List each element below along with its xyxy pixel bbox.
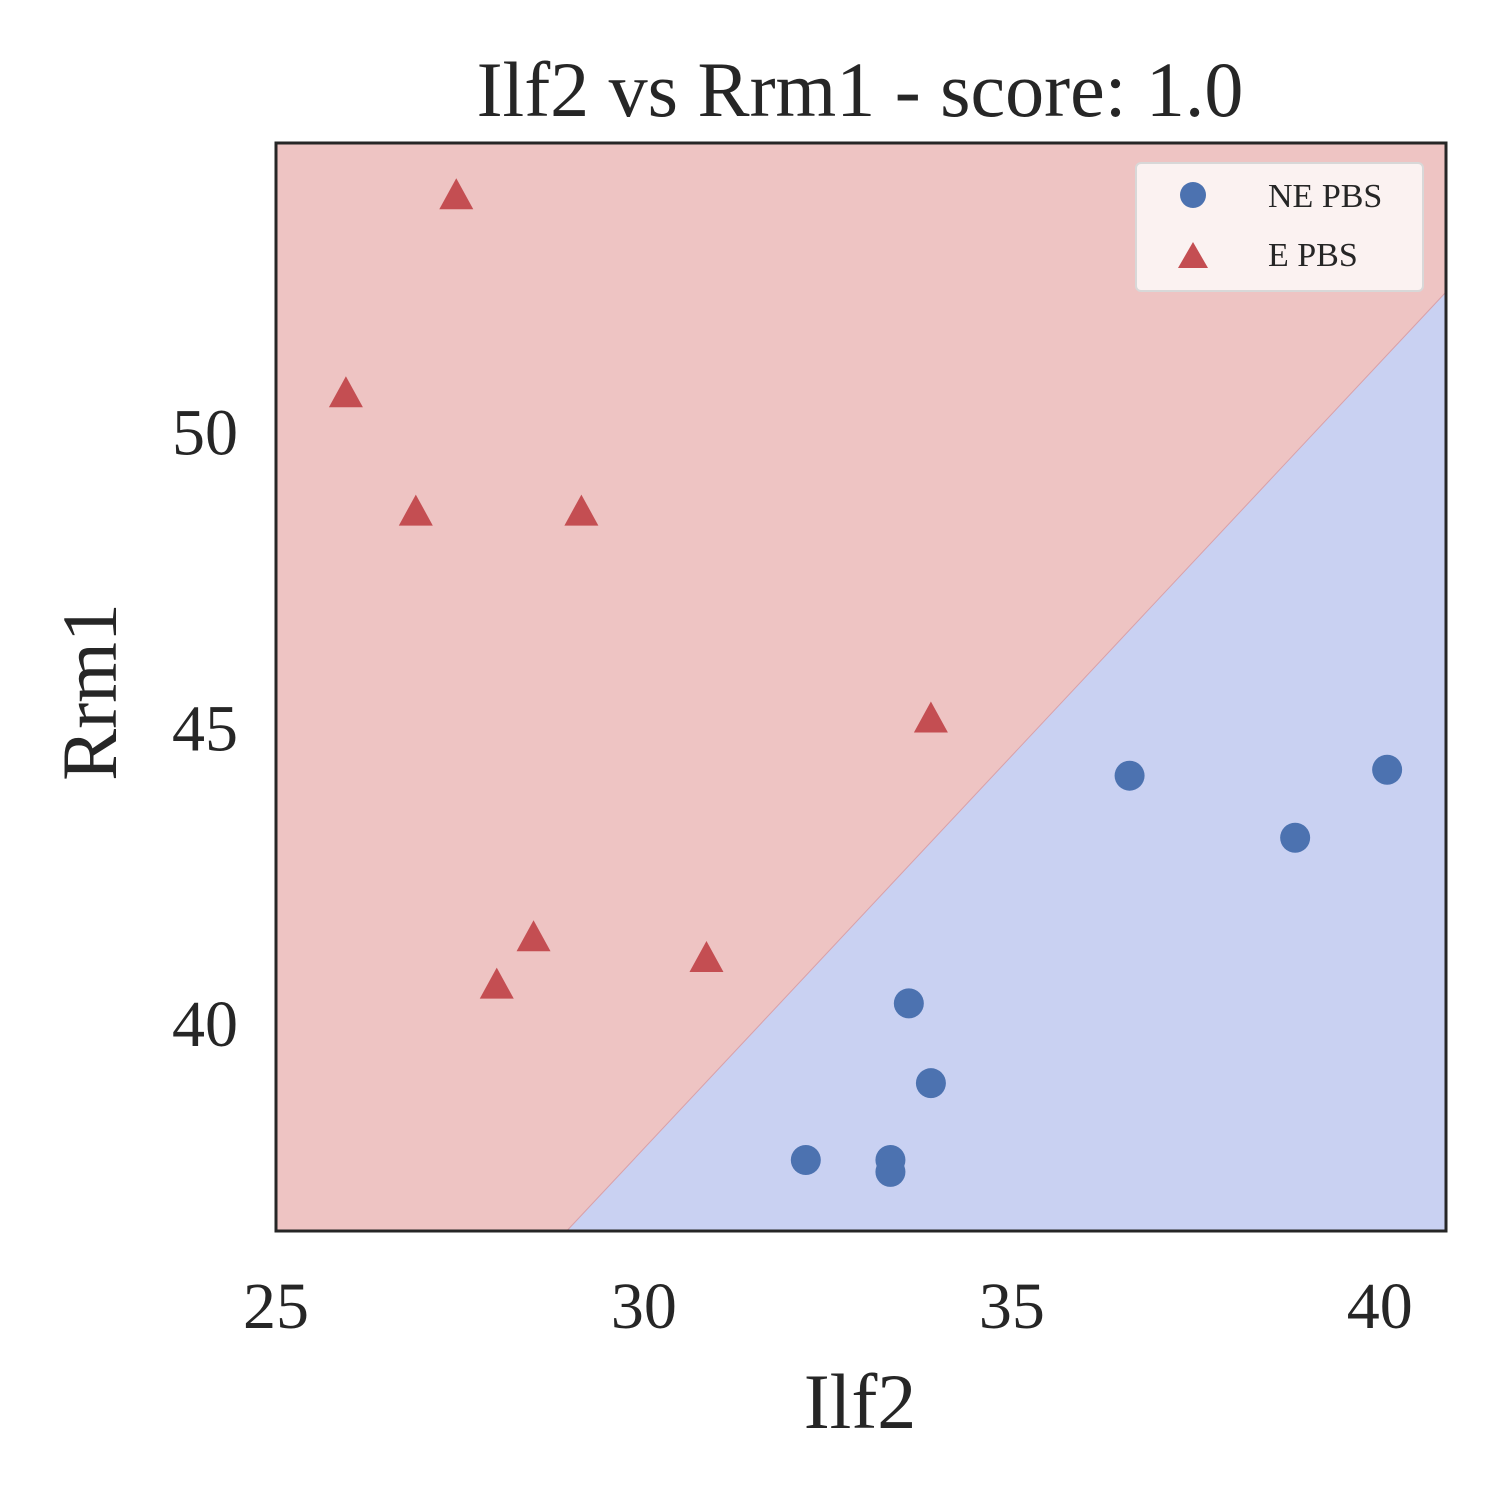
ne-pbs-point-2 — [875, 1156, 906, 1187]
legend: NE PBS E PBS — [1135, 162, 1424, 292]
data-points — [328, 178, 1403, 1187]
y-axis-label: Rrm1 — [46, 603, 133, 781]
e-pbs-point-5 — [516, 920, 551, 952]
y-tick-label-50: 50 — [172, 397, 238, 470]
ne-pbs-point-0 — [790, 1145, 821, 1176]
legend-marker-ne-pbs — [1180, 182, 1206, 208]
y-tick-label-40: 40 — [172, 988, 238, 1061]
ne-pbs-point-7 — [1372, 754, 1403, 785]
x-tick-label-35: 35 — [979, 1270, 1045, 1343]
plot-frame — [274, 141, 1448, 1233]
chart-title: Ilf2 vs Rrm1 - score: 1.0 — [477, 46, 1244, 133]
decision-boundary-line — [566, 291, 1447, 1232]
e-pbs-point-3 — [564, 494, 599, 526]
x-tick-labels: 25 30 35 40 — [243, 1270, 1413, 1343]
y-tick-labels: 40 45 50 — [172, 397, 238, 1061]
e-pbs-point-7 — [689, 941, 724, 972]
decision-region-e-pbs — [276, 143, 1446, 1231]
y-tick-label-45: 45 — [172, 692, 238, 765]
e-pbs-point-0 — [439, 178, 474, 210]
e-pbs-point-1 — [328, 376, 363, 408]
legend-box — [1135, 162, 1424, 292]
x-tick-label-25: 25 — [243, 1270, 309, 1343]
legend-marker-e-pbs — [1178, 242, 1208, 268]
x-tick-label-30: 30 — [611, 1270, 677, 1343]
ne-pbs-point-5 — [1114, 760, 1145, 791]
legend-label-ne-pbs: NE PBS — [1268, 178, 1382, 215]
e-pbs-point-2 — [398, 494, 433, 526]
ne-pbs-point-6 — [1280, 822, 1311, 853]
e-pbs-point-6 — [479, 967, 514, 999]
plot-area — [276, 143, 1447, 1232]
x-tick-label-40: 40 — [1347, 1270, 1413, 1343]
x-axis-label: Ilf2 — [804, 1358, 917, 1445]
e-pbs-point-4 — [913, 701, 948, 733]
legend-label-e-pbs: E PBS — [1268, 237, 1358, 274]
ne-pbs-point-3 — [893, 988, 924, 1019]
ne-pbs-point-4 — [915, 1068, 946, 1099]
